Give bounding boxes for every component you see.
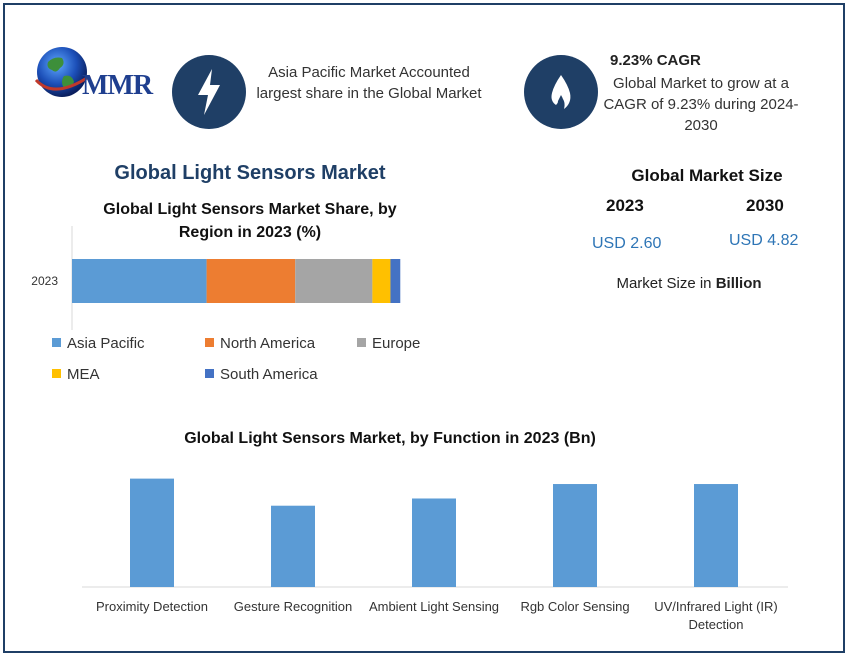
legend-south-america: South America [205, 366, 318, 383]
market-size-year-2023: 2023 [606, 196, 644, 215]
mmr-logo [34, 40, 154, 104]
legend-swatch [52, 369, 61, 378]
market-size-note: Market Size in Billion [580, 275, 798, 292]
legend-swatch [52, 338, 61, 347]
function-bar [412, 498, 456, 587]
logo-text: MMR [82, 70, 153, 101]
region-segment-north-america [206, 259, 296, 303]
legend-swatch [205, 338, 214, 347]
region-segment-asia-pacific [72, 259, 207, 303]
region-segment-europe [295, 259, 373, 303]
market-size-value-2023: USD 2.60 [592, 235, 662, 252]
function-bar [130, 478, 174, 587]
cagr-title: 9.23% CAGR [610, 52, 701, 69]
legend-europe: Europe [357, 335, 420, 352]
cagr-text: Global Market to grow at a CAGR of 9.23%… [603, 75, 799, 134]
region-chart-category-label: 2023 [31, 274, 58, 288]
flame-icon [524, 55, 598, 129]
market-size-value-2030: USD 4.82 [729, 232, 799, 249]
function-bar [271, 505, 315, 587]
legend-label: MEA [67, 366, 100, 383]
function-category-label: UV/Infrared Light (IR) Detection [654, 599, 778, 632]
page-title: Global Light Sensors Market [114, 162, 386, 184]
outer-frame [3, 3, 845, 653]
region-chart-title: Global Light Sensors Market Share, by Re… [103, 201, 397, 241]
function-category-label: Rgb Color Sensing [520, 599, 630, 614]
lightning-icon [172, 55, 246, 129]
info-asia-pacific-text: Asia Pacific Market Accounted largest sh… [256, 64, 482, 102]
function-bar [553, 484, 597, 587]
legend-swatch [357, 338, 366, 347]
legend-label: Europe [372, 335, 421, 352]
function-category-label: Ambient Light Sensing [368, 599, 500, 614]
market-size-note-prefix: Market Size in [616, 275, 712, 292]
market-size-year-2030: 2030 [746, 196, 784, 215]
legend-asia-pacific: Asia Pacific [52, 335, 145, 352]
region-segment-mea [372, 259, 391, 303]
function-chart-title: Global Light Sensors Market, by Function… [184, 430, 596, 447]
legend-label: North America [220, 335, 316, 352]
market-size-note-unit: Billion [715, 275, 762, 292]
legend-north-america: North America [205, 335, 315, 352]
function-category-label: Gesture Recognition [233, 599, 353, 614]
function-bar [694, 484, 738, 587]
legend-swatch [205, 369, 214, 378]
region-segment-south-america [390, 259, 401, 303]
legend-label: South America [220, 366, 318, 383]
market-size-title: Global Market Size [631, 166, 783, 185]
legend-mea: MEA [52, 366, 100, 383]
globe-icon [34, 47, 91, 97]
function-category-label: Proximity Detection [96, 599, 208, 614]
legend-label: Asia Pacific [67, 335, 145, 352]
